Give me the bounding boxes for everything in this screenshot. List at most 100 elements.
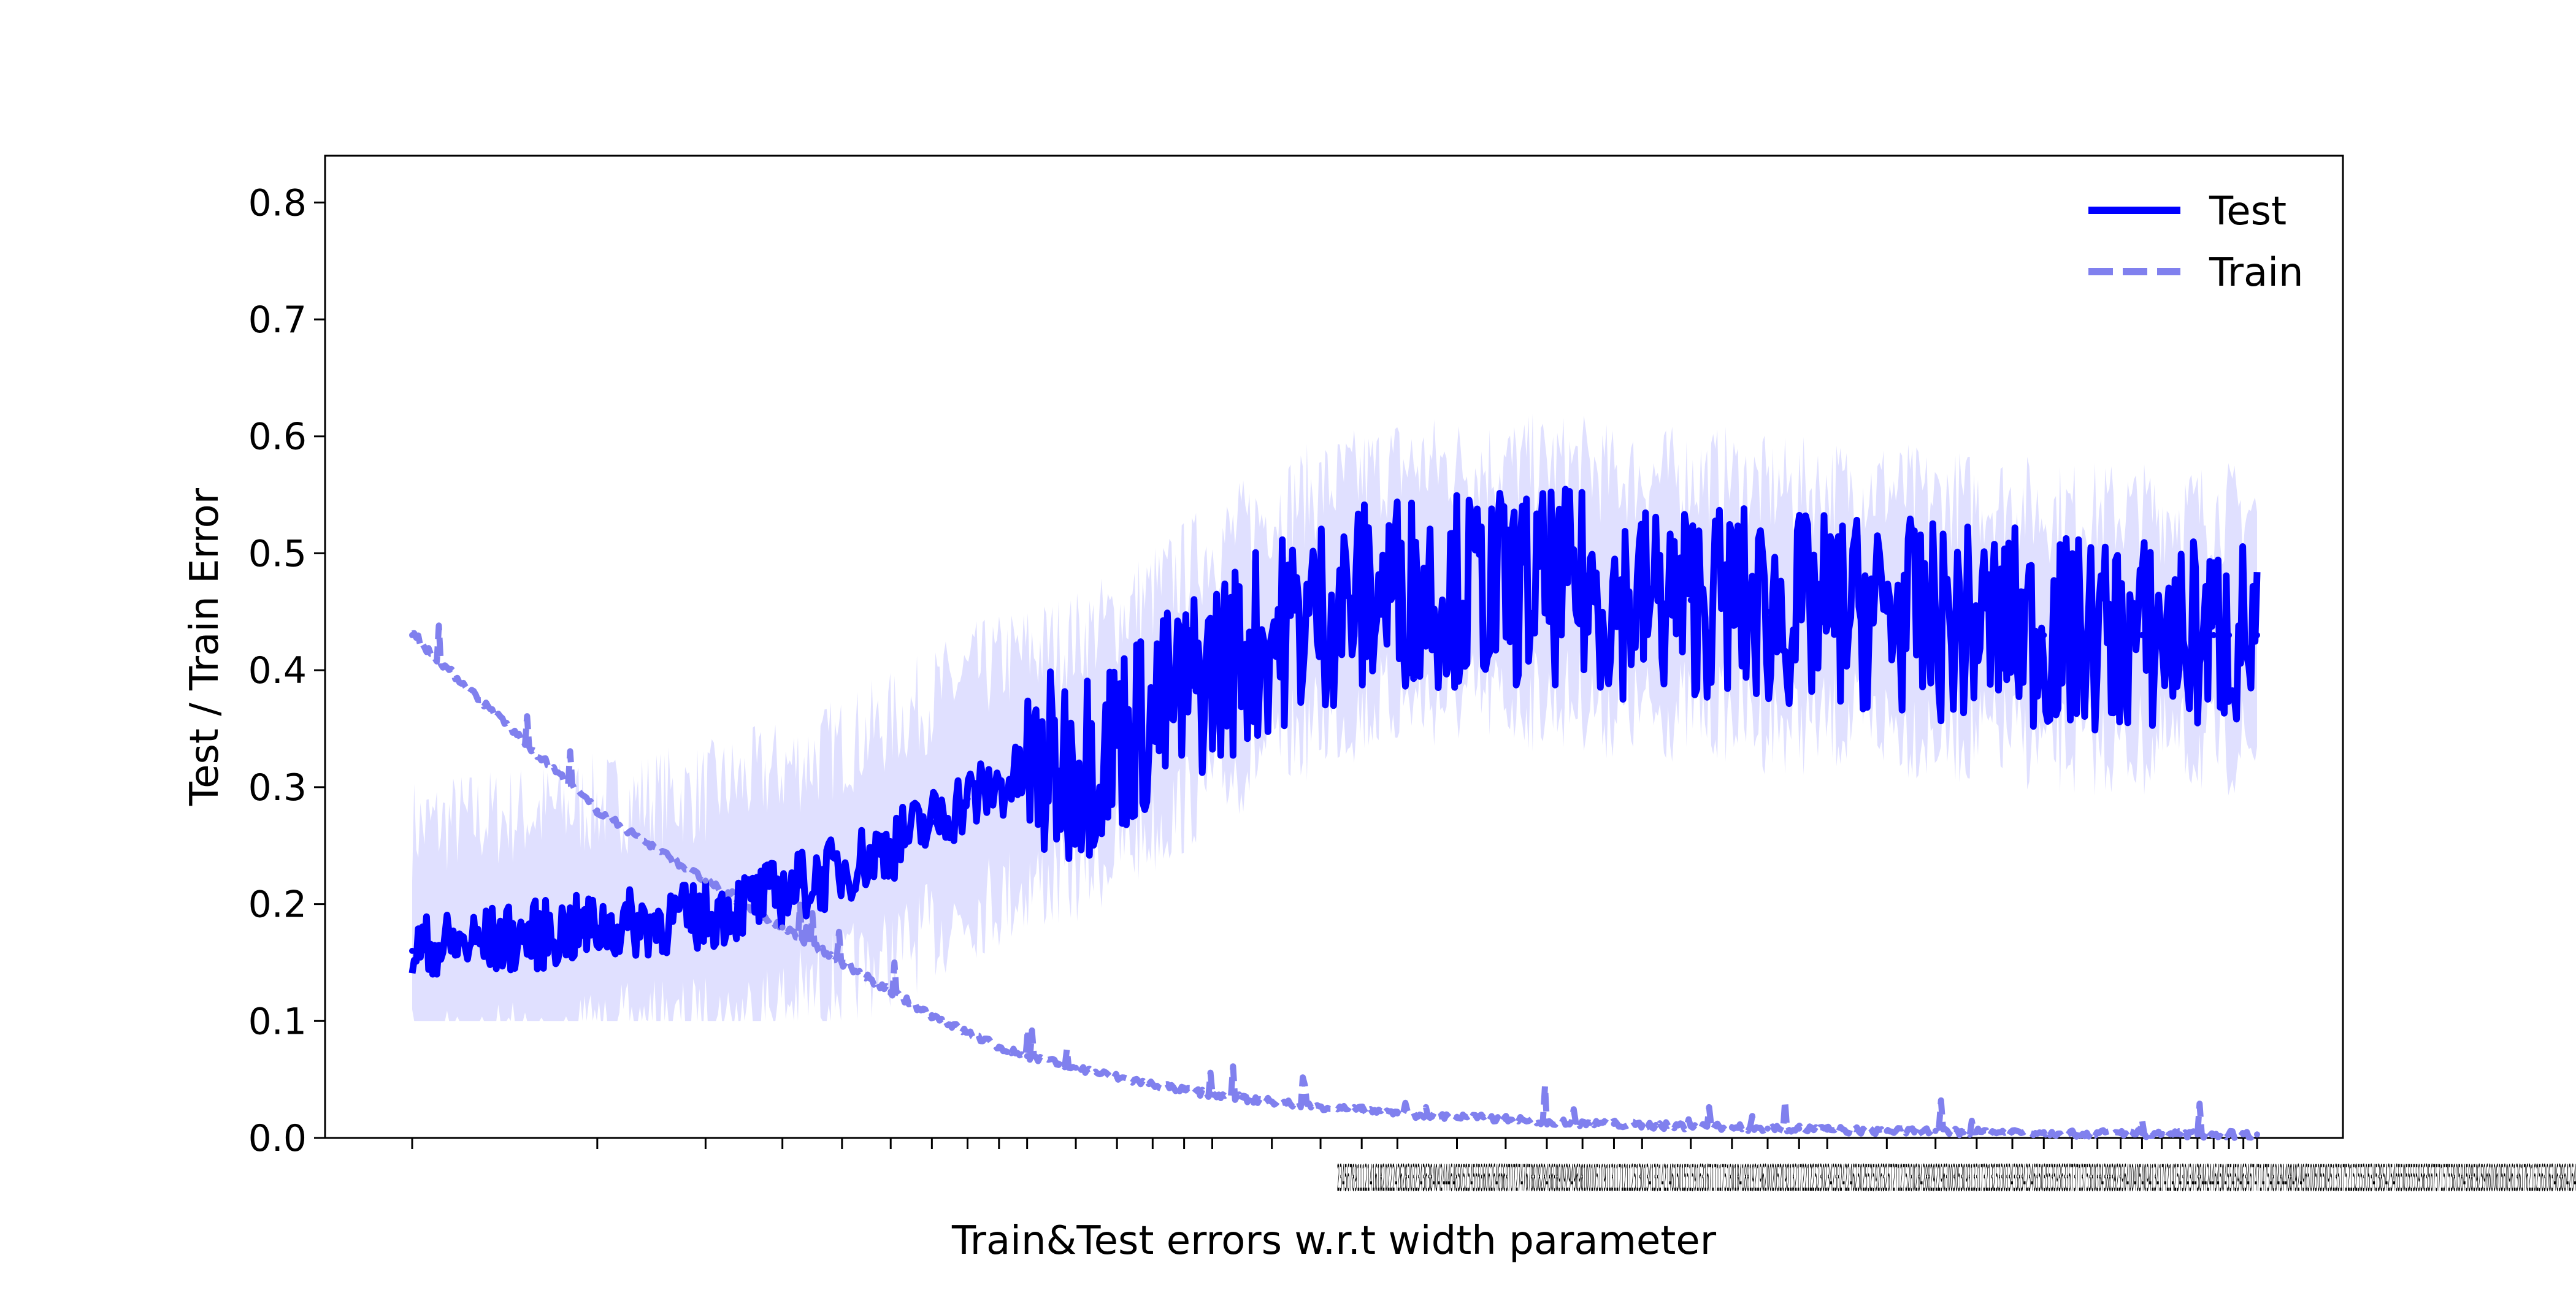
test-point — [1024, 772, 1030, 779]
test-point — [1973, 620, 1980, 627]
train-point — [2117, 1130, 2124, 1137]
legend-label-train: Train — [2209, 250, 2304, 296]
test-point — [1114, 737, 1121, 744]
y-tick-label: 0.4 — [248, 649, 307, 692]
train-point — [2254, 1131, 2260, 1138]
test-point — [887, 842, 894, 849]
x-tick-labels-overlapping: 2345678911121416182022242628303234363840… — [1337, 1157, 2576, 1200]
train-point — [1149, 1081, 1156, 1088]
train-point — [1544, 1118, 1551, 1125]
train-point — [1268, 1098, 1275, 1105]
series-line-test — [408, 486, 2261, 978]
test-point — [2069, 632, 2076, 638]
test-point — [702, 912, 709, 919]
test-point — [1317, 608, 1324, 615]
train-point — [1073, 1064, 1079, 1071]
test-point — [2240, 632, 2247, 638]
y-tick-label: 0.6 — [248, 416, 307, 459]
y-tick-label: 0.3 — [248, 766, 307, 809]
test-point — [1209, 667, 1216, 674]
test-point — [929, 819, 935, 826]
train-point — [2094, 1130, 2101, 1137]
train-point — [1796, 1125, 1803, 1132]
test-point — [1149, 714, 1156, 720]
y-tick-label: 0.0 — [248, 1117, 307, 1160]
test-point — [1687, 597, 1694, 603]
train-point — [1932, 1128, 1939, 1134]
test-point — [2158, 632, 2165, 638]
train-point — [1579, 1120, 1586, 1126]
train-point — [964, 1029, 971, 1036]
train-point — [1359, 1107, 1365, 1113]
test-point — [1639, 597, 1646, 603]
y-tick-label: 0.1 — [248, 1000, 307, 1043]
test-point — [1796, 608, 1803, 615]
train-point — [702, 877, 709, 884]
test-point — [594, 924, 600, 931]
y-tick-label: 0.7 — [248, 299, 307, 342]
train-point — [2158, 1131, 2165, 1138]
train-point — [1611, 1121, 1617, 1128]
train-point — [1728, 1124, 1735, 1131]
test-point — [1181, 690, 1187, 697]
test-point — [2254, 632, 2260, 638]
test-point — [2041, 632, 2047, 638]
test-point — [2009, 620, 2015, 627]
train-point — [1024, 1053, 1030, 1059]
test-point — [1502, 585, 1509, 592]
train-point — [1824, 1126, 1831, 1133]
test-point — [1579, 585, 1586, 592]
test-point — [2226, 632, 2233, 638]
y-tick-label: 0.5 — [248, 532, 307, 575]
train-point — [2009, 1129, 2015, 1135]
test-point — [1073, 760, 1079, 767]
test-point — [1359, 597, 1365, 603]
test-point — [2177, 632, 2183, 638]
test-point — [838, 866, 845, 872]
train-point — [1764, 1125, 1771, 1132]
train-point — [1639, 1122, 1646, 1129]
test-point — [964, 795, 971, 802]
y-tick-label: 0.8 — [248, 181, 307, 224]
test-point — [2210, 632, 2217, 638]
test-point — [1454, 585, 1460, 592]
test-point — [1544, 585, 1551, 592]
train-point — [2210, 1131, 2217, 1138]
test-point — [2117, 632, 2124, 638]
train-point — [1884, 1128, 1890, 1134]
train-point — [409, 632, 415, 638]
test-point — [1728, 597, 1735, 603]
test-point — [2194, 632, 2201, 638]
train-point — [1454, 1113, 1460, 1120]
train-point — [838, 959, 845, 966]
train-point — [2139, 1130, 2145, 1137]
train-point — [1394, 1110, 1401, 1116]
train-point — [1209, 1091, 1216, 1098]
test-point — [1764, 608, 1771, 615]
train-point — [1114, 1074, 1121, 1080]
test-point — [2094, 632, 2101, 638]
series-layer — [408, 486, 2261, 1141]
train-point — [1317, 1103, 1324, 1110]
train-point — [995, 1044, 1002, 1050]
train-point — [2226, 1131, 2233, 1138]
series-line-train — [411, 622, 2260, 1141]
test-point — [1824, 608, 1831, 615]
train-point — [594, 807, 600, 814]
train-point — [2041, 1129, 2047, 1135]
train-point — [2177, 1131, 2183, 1138]
train-point — [1181, 1086, 1187, 1093]
test-point — [409, 947, 415, 954]
train-point — [1973, 1129, 1980, 1135]
test-point — [1268, 632, 1275, 638]
train-point — [779, 924, 786, 931]
test-point — [1884, 608, 1890, 615]
test-point — [1932, 620, 1939, 627]
train-point — [2240, 1131, 2247, 1138]
x-axis-ticks — [411, 1138, 2258, 1149]
train-point — [887, 988, 894, 995]
legend-label-test: Test — [2209, 189, 2287, 234]
test-point — [779, 889, 786, 896]
